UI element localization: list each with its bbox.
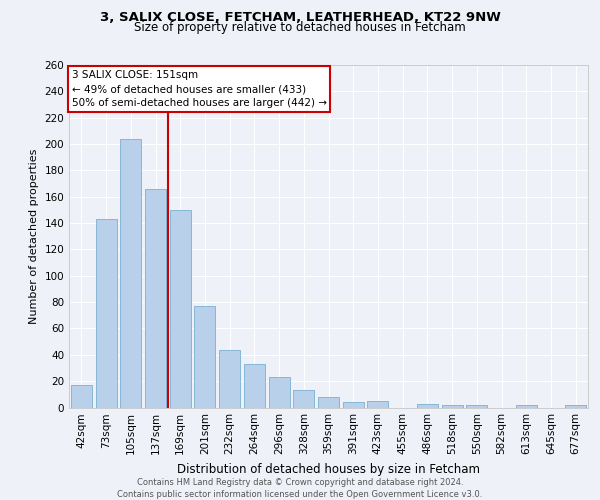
Bar: [71, 385, 92, 407]
Text: Contains HM Land Registry data © Crown copyright and database right 2024.
Contai: Contains HM Land Registry data © Crown c…: [118, 478, 482, 499]
Bar: [516, 405, 537, 407]
Bar: [170, 210, 191, 408]
Bar: [219, 350, 240, 408]
Bar: [417, 404, 438, 407]
Bar: [318, 397, 339, 407]
Text: Size of property relative to detached houses in Fetcham: Size of property relative to detached ho…: [134, 21, 466, 34]
X-axis label: Distribution of detached houses by size in Fetcham: Distribution of detached houses by size …: [177, 463, 480, 476]
Y-axis label: Number of detached properties: Number of detached properties: [29, 148, 39, 324]
Bar: [145, 189, 166, 408]
Bar: [565, 405, 586, 407]
Bar: [343, 402, 364, 407]
Bar: [244, 364, 265, 408]
Bar: [95, 219, 116, 408]
Text: 3, SALIX CLOSE, FETCHAM, LEATHERHEAD, KT22 9NW: 3, SALIX CLOSE, FETCHAM, LEATHERHEAD, KT…: [100, 11, 500, 24]
Bar: [442, 405, 463, 407]
Bar: [466, 405, 487, 407]
Text: 3 SALIX CLOSE: 151sqm
← 49% of detached houses are smaller (433)
50% of semi-det: 3 SALIX CLOSE: 151sqm ← 49% of detached …: [71, 70, 326, 108]
Bar: [194, 306, 215, 408]
Bar: [120, 139, 141, 407]
Bar: [293, 390, 314, 407]
Bar: [269, 377, 290, 408]
Bar: [367, 401, 388, 407]
